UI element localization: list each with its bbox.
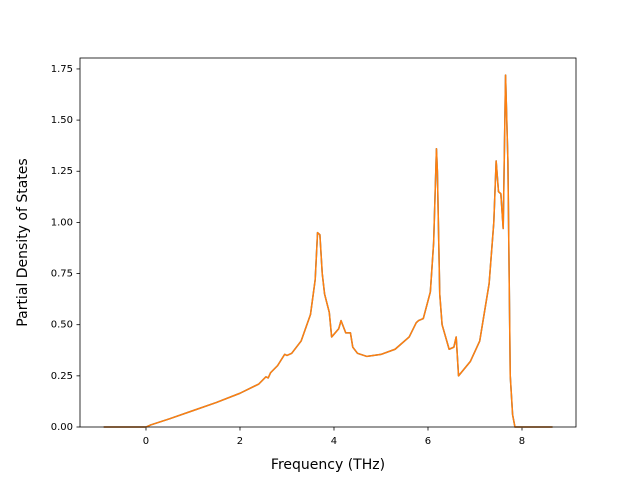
- y-tick-label: 1.00: [51, 217, 73, 228]
- y-tick-label: 0.00: [51, 422, 73, 433]
- y-tick-label: 1.25: [51, 166, 73, 177]
- x-tick-label: 8: [519, 436, 525, 447]
- data-line: [103, 74, 553, 428]
- x-tick-label: 2: [237, 436, 243, 447]
- y-tick-label: 0.75: [51, 269, 73, 280]
- x-axis-label: Frequency (THz): [271, 457, 385, 473]
- x-tick-label: 0: [143, 436, 149, 447]
- y-tick-label: 0.25: [51, 371, 73, 382]
- y-tick-label: 1.50: [51, 115, 73, 126]
- y-axis-label: Partial Density of States: [15, 158, 31, 326]
- x-tick-label: 6: [425, 436, 431, 447]
- y-tick-label: 1.75: [51, 64, 73, 75]
- y-tick-label: 0.50: [51, 320, 73, 331]
- data-line: [103, 74, 553, 428]
- plot-frame: [79, 57, 577, 428]
- x-tick-label: 4: [331, 436, 337, 447]
